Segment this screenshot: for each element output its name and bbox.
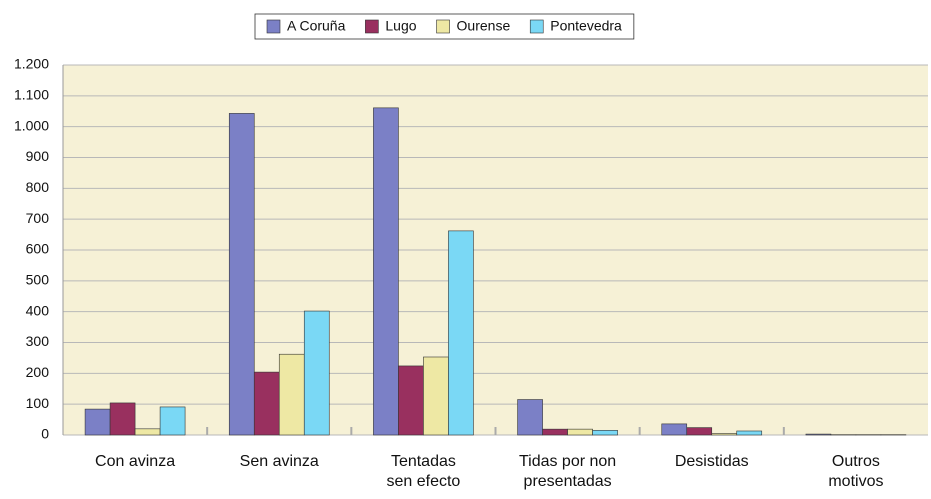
y-tick-label: 200 — [26, 364, 50, 380]
y-tick-label: 400 — [26, 302, 50, 318]
legend-swatch — [529, 19, 544, 34]
y-tick-label: 1.100 — [14, 87, 49, 103]
bar — [448, 230, 474, 436]
y-tick-label: 600 — [26, 241, 50, 257]
bar — [805, 433, 832, 436]
x-tick-label: Tentadas sen efecto — [386, 453, 461, 490]
y-tick-label: 1.000 — [14, 117, 49, 133]
bar — [592, 430, 618, 436]
bar — [398, 365, 424, 436]
bar — [253, 371, 280, 436]
legend-label: A Coruña — [287, 18, 346, 34]
y-tick-label: 500 — [26, 272, 50, 288]
bar — [542, 428, 568, 436]
bar — [517, 399, 543, 436]
legend-swatch — [436, 19, 450, 34]
bar — [686, 427, 713, 436]
y-tick-label: 0 — [41, 426, 49, 442]
x-tick-label: Sen avinza — [239, 453, 319, 470]
legend-label: Ourense — [457, 18, 511, 34]
bar — [711, 433, 738, 436]
bar — [567, 428, 593, 436]
legend-swatch — [365, 19, 379, 34]
legend-swatch — [266, 19, 281, 34]
bar — [278, 353, 305, 436]
bar — [84, 408, 111, 436]
bar — [109, 402, 136, 436]
legend-label: Pontevedra — [550, 18, 622, 34]
y-tick-label: 700 — [26, 210, 50, 226]
y-tick-label: 100 — [26, 395, 50, 411]
bar — [373, 107, 399, 436]
x-tick-label: Con avinza — [95, 453, 176, 470]
x-tick-label: Tidas por non presentadas — [518, 453, 617, 490]
bar — [159, 406, 186, 436]
y-tick-label: 900 — [26, 148, 50, 164]
y-tick-label: 1.200 — [14, 56, 49, 72]
x-tick-label: Desistidas — [674, 453, 749, 470]
y-tick-label: 800 — [26, 179, 50, 195]
legend-label: Lugo — [385, 18, 416, 34]
bar — [303, 310, 330, 436]
bar — [423, 356, 449, 436]
x-tick-label: Outros motivos — [828, 453, 884, 490]
bar — [736, 430, 763, 436]
bar — [134, 428, 161, 436]
bar — [661, 423, 688, 436]
y-tick-label: 300 — [26, 333, 50, 349]
bar — [228, 113, 255, 436]
